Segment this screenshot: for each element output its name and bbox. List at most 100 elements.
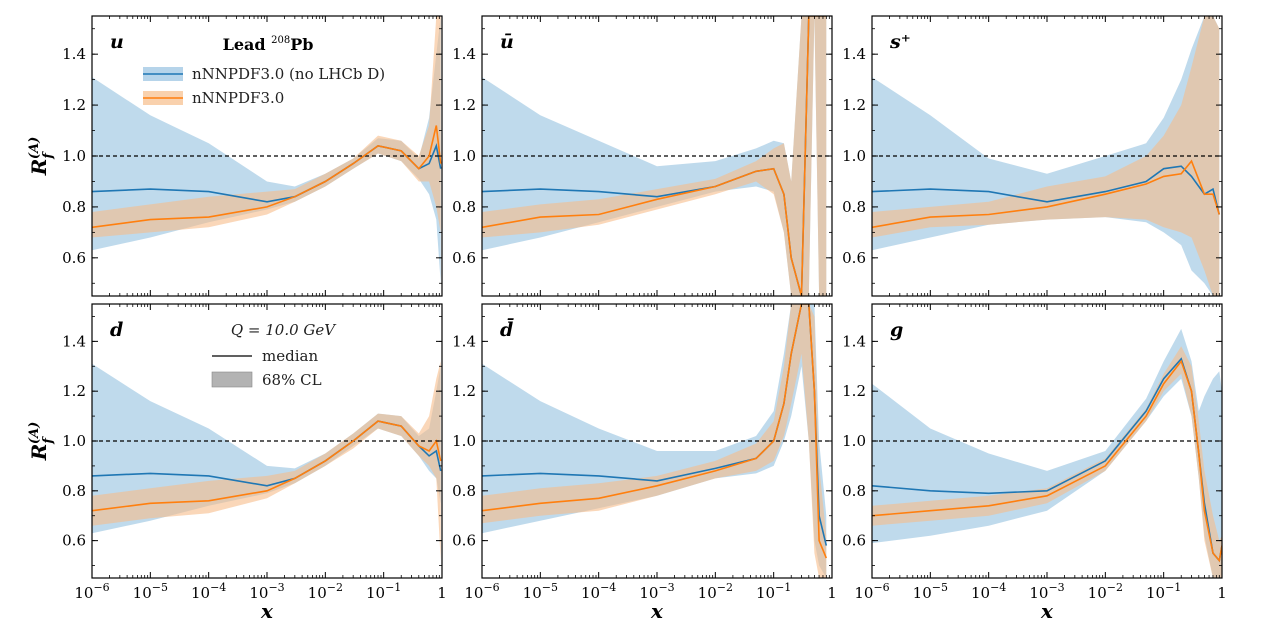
- panel-plot-area: [872, 16, 1222, 296]
- y-tick-label: 1.2: [842, 382, 866, 400]
- y-tick-label: 1.0: [62, 147, 86, 165]
- median-nnnpdf: [482, 16, 827, 296]
- panel-label: s⁺: [889, 31, 911, 53]
- y-tick-label: 0.6: [62, 532, 86, 550]
- median-nnnpdf: [92, 125, 442, 229]
- y-tick-label: 0.6: [452, 532, 476, 550]
- y-tick-label: 0.8: [452, 198, 476, 216]
- panel-1: 0.6 0.8 1.0 1.2 1.4 ū: [452, 15, 833, 297]
- y-tick-label: 1.0: [842, 432, 866, 450]
- x-tick-label: 1: [1217, 584, 1227, 602]
- legend-median-label: median: [262, 347, 318, 365]
- y-tick-label: 1.4: [62, 45, 86, 63]
- y-axis-label-bottom: Rf(A): [27, 422, 56, 462]
- legend-entry: nNNPDF3.0 (no LHCb D): [192, 65, 385, 83]
- panel-plot-area: [482, 16, 832, 296]
- panel-label: d̄: [500, 319, 514, 341]
- band-nnnpdf: [482, 304, 827, 578]
- band-nnnpdf: [482, 16, 827, 296]
- panel-plot-area: [92, 361, 442, 561]
- median-nnnpdf: [482, 304, 828, 559]
- y-tick-label: 1.2: [452, 382, 476, 400]
- axes-labels: x x x Rf(A) Rf(A): [27, 137, 1054, 623]
- y-tick-label: 0.8: [62, 198, 86, 216]
- y-tick-label: 0.8: [842, 198, 866, 216]
- x-tick-label: 10−6: [74, 581, 109, 602]
- legend-cl-patch: [211, 371, 253, 388]
- band-nnnpdf: [872, 346, 1222, 578]
- legend-title: Lead 208Pb: [223, 35, 314, 54]
- y-tick-label: 1.4: [452, 45, 476, 63]
- panel-2: 0.6 0.8 1.0 1.2 1.4 s⁺: [842, 15, 1223, 297]
- panel-4: 0.6 0.8 1.0 1.2 1.4 10−6 10−5 10−4 10−3 10−2 10−1 1…: [452, 303, 837, 602]
- y-tick-label: 1.4: [62, 332, 86, 350]
- y-tick-label: 1.2: [62, 382, 86, 400]
- x-tick-label: 10−3: [249, 581, 284, 602]
- panel-label: g: [890, 319, 903, 341]
- y-tick-label: 1.0: [452, 147, 476, 165]
- y-tick-label: 0.6: [842, 249, 866, 267]
- y-axis-label-top: Rf(A): [27, 137, 56, 177]
- y-tick-label: 1.0: [842, 147, 866, 165]
- x-tick-label: 1: [437, 584, 447, 602]
- y-tick-label: 1.2: [62, 96, 86, 114]
- panel-5: 0.6 0.8 1.0 1.2 1.4 10−6 10−5 10−4 10−3 10−2 10−1 1…: [842, 303, 1227, 602]
- panel-plot-area: [872, 328, 1222, 578]
- y-tick-label: 1.4: [842, 45, 866, 63]
- x-tick-label: 10−3: [639, 581, 674, 602]
- y-tick-label: 1.4: [842, 332, 866, 350]
- band-nnnpdf: [92, 361, 441, 561]
- y-tick-label: 0.8: [452, 482, 476, 500]
- y-tick-label: 0.8: [62, 482, 86, 500]
- median-nnnpdf: [872, 159, 1221, 229]
- panel-0: 0.6 0.8 1.0 1.2 1.4 u: [62, 15, 443, 297]
- x-axis-label: x: [1040, 599, 1054, 623]
- median-nnnpdf: [92, 420, 442, 512]
- y-tick-label: 1.0: [452, 432, 476, 450]
- panel-label: ū: [500, 31, 514, 53]
- panel-plot-area: [92, 16, 442, 284]
- panel-plot-area: [482, 304, 832, 578]
- y-tick-label: 0.6: [452, 249, 476, 267]
- band-nnnpdf: [872, 16, 1220, 296]
- x-axis-label: x: [260, 599, 274, 623]
- x-tick-label: 10−1: [756, 581, 791, 602]
- median-nnnpdf: [872, 359, 1222, 563]
- y-tick-label: 0.8: [842, 482, 866, 500]
- x-tick-label: 10−4: [581, 581, 616, 602]
- x-tick-label: 10−4: [191, 581, 226, 602]
- panel-label: d: [110, 319, 123, 341]
- panel-label: u: [110, 31, 124, 53]
- x-tick-label: 10−2: [1088, 581, 1123, 602]
- x-tick-label: 10−1: [1146, 581, 1181, 602]
- y-tick-label: 1.2: [452, 96, 476, 114]
- median-no-lhcb: [872, 165, 1221, 215]
- x-tick-label: 10−5: [913, 581, 948, 602]
- x-tick-label: 10−5: [133, 581, 168, 602]
- legend-cl-label: 68% CL: [262, 371, 322, 389]
- x-tick-label: 10−6: [464, 581, 499, 602]
- x-tick-label: 10−3: [1029, 581, 1064, 602]
- legend-top: Lead 208Pb nNNPDF3.0 (no LHCb D) nNNPDF3.0: [143, 35, 385, 107]
- band-nnnpdf: [92, 16, 441, 238]
- panel-3: 0.6 0.8 1.0 1.2 1.4 10−6 10−5 10−4 10−3 10−2 10−1 1…: [62, 303, 447, 602]
- legend-entry: nNNPDF3.0: [192, 89, 284, 107]
- y-tick-label: 0.6: [62, 249, 86, 267]
- x-tick-label: 10−5: [523, 581, 558, 602]
- x-tick-label: 10−6: [854, 581, 889, 602]
- y-tick-label: 1.2: [842, 96, 866, 114]
- x-axis-label: x: [650, 599, 664, 623]
- x-tick-label: 1: [827, 584, 837, 602]
- y-tick-label: 0.6: [842, 532, 866, 550]
- x-tick-label: 10−2: [698, 581, 733, 602]
- legend-q-label: Q = 10.0 GeV: [231, 321, 337, 339]
- x-tick-label: 10−4: [971, 581, 1006, 602]
- panels-layer: 0.6 0.8 1.0 1.2 1.4 u 0.6 0.8 1.0 1.2 1.4 ū 0.6 0.8 1.…: [62, 15, 1227, 602]
- x-tick-label: 10−2: [308, 581, 343, 602]
- legend-bottom: Q = 10.0 GeV median 68% CL: [211, 321, 337, 389]
- legends: Lead 208Pb nNNPDF3.0 (no LHCb D) nNNPDF3.0…: [143, 35, 385, 389]
- x-tick-label: 10−1: [366, 581, 401, 602]
- y-tick-label: 1.0: [62, 432, 86, 450]
- y-tick-label: 1.4: [452, 332, 476, 350]
